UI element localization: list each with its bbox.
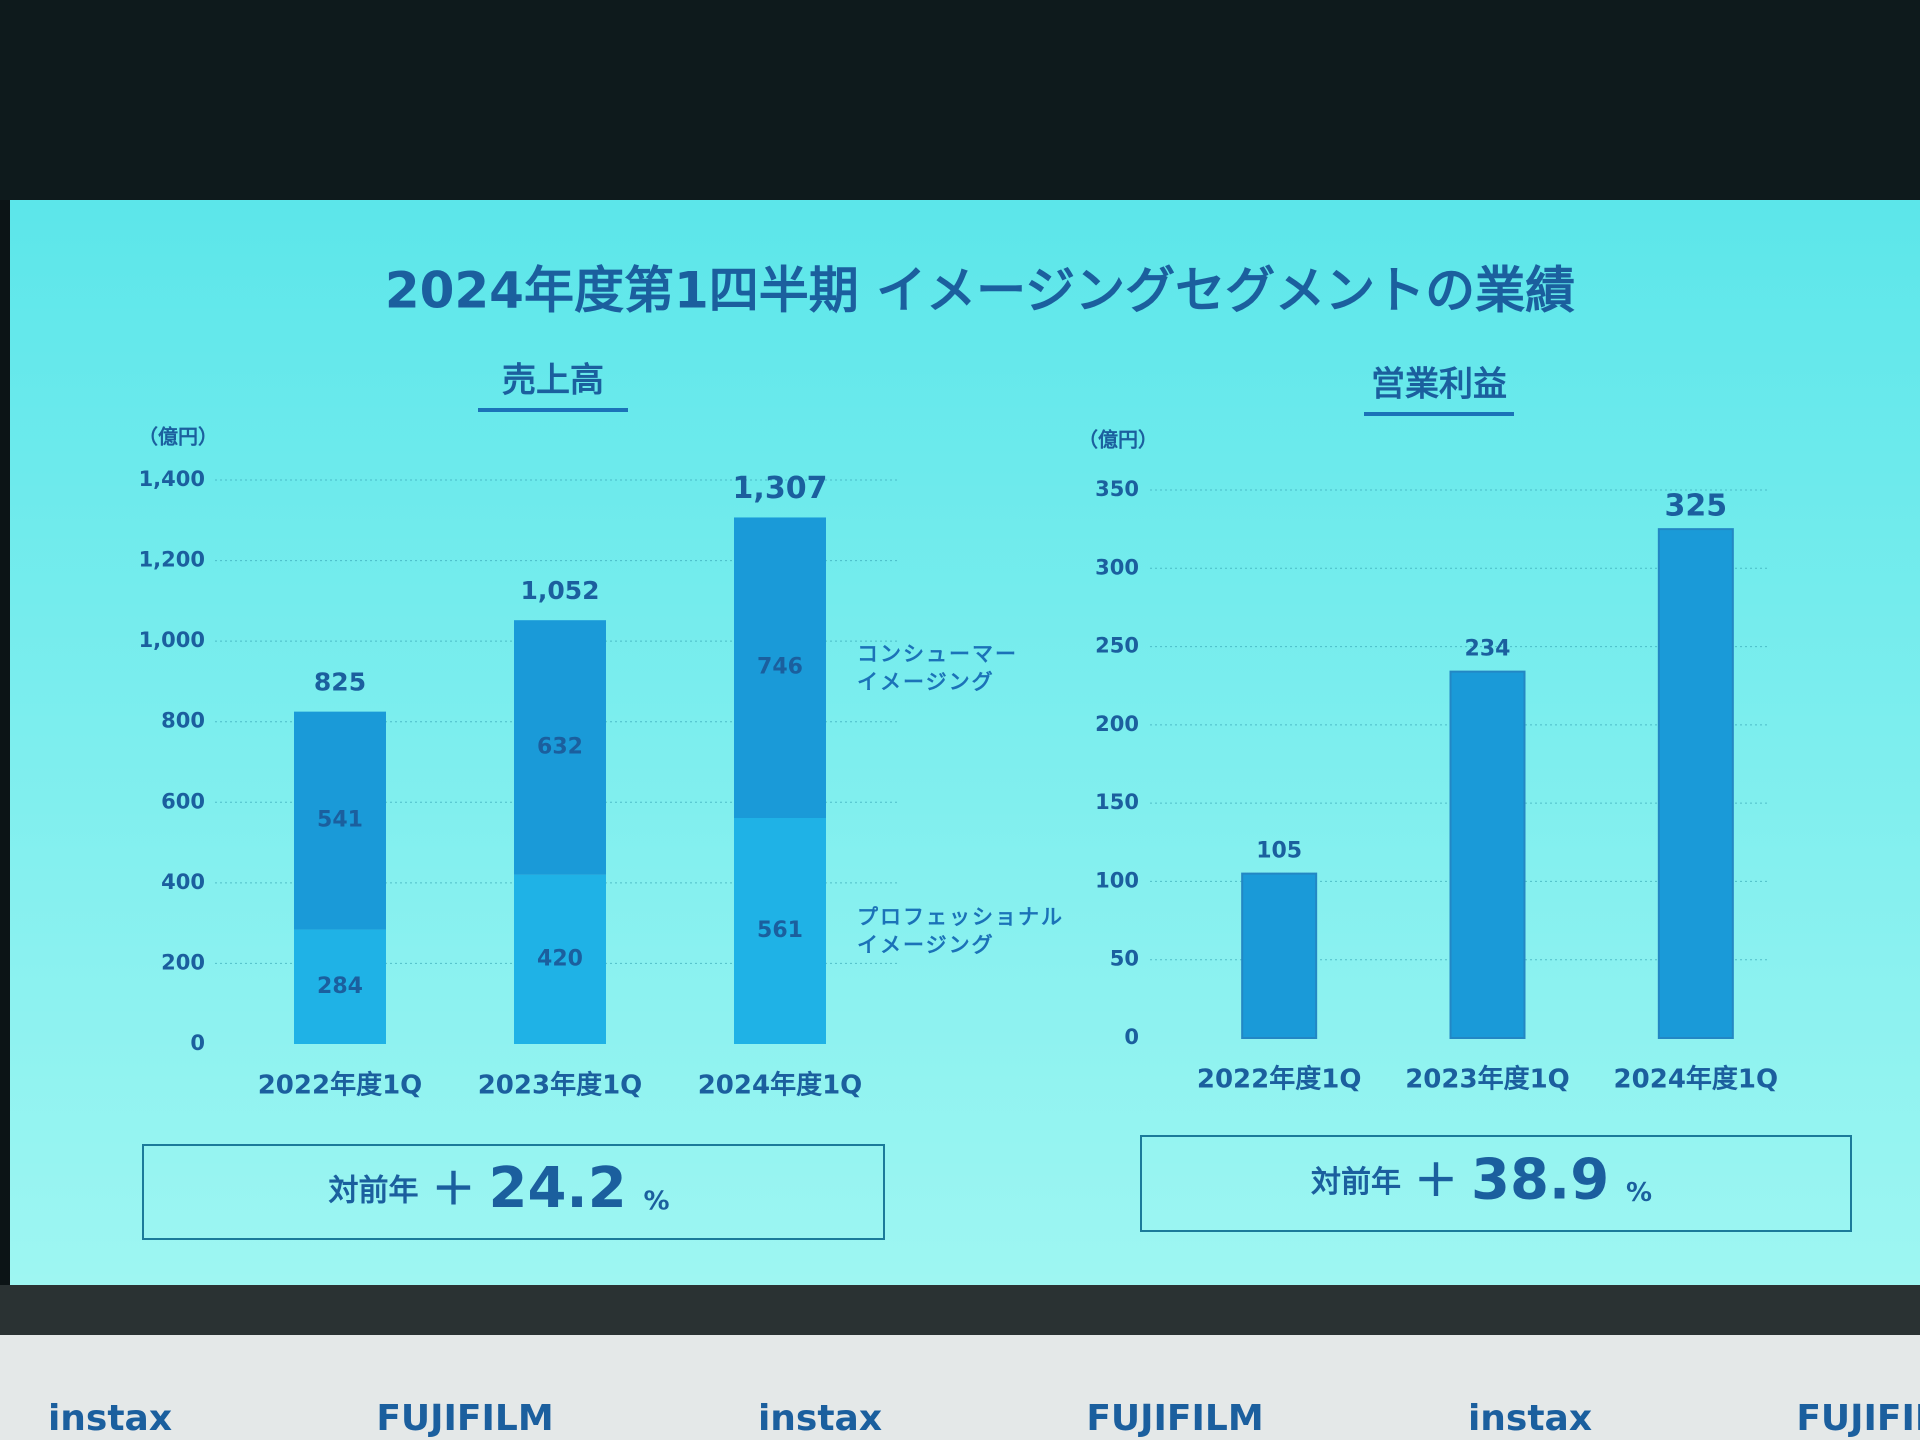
x-tick-label: 2024年度1Q bbox=[698, 1070, 863, 1101]
y-tick-label: 1,400 bbox=[139, 467, 205, 491]
bar bbox=[1241, 872, 1318, 1039]
value-label: 234 bbox=[1465, 637, 1511, 662]
y-tick-label: 800 bbox=[161, 709, 205, 733]
y-tick-label: 150 bbox=[1095, 790, 1139, 814]
yoy-box bbox=[1140, 1135, 1852, 1232]
x-tick-label: 2022年度1Q bbox=[1197, 1064, 1362, 1095]
yoy-value: 24.2 bbox=[489, 1156, 627, 1221]
legend-entry: コンシューマー イメージング bbox=[857, 641, 1018, 694]
legend-entry: プロフェッショナル イメージング bbox=[857, 904, 1064, 957]
yoy-unit: % bbox=[644, 1187, 670, 1217]
x-tick-label: 2022年度1Q bbox=[258, 1070, 423, 1101]
yoy-box bbox=[142, 1144, 885, 1240]
y-tick-label: 1,000 bbox=[139, 628, 205, 652]
total-label: 825 bbox=[314, 668, 366, 697]
bar-segment bbox=[514, 874, 606, 1044]
segment-label: 746 bbox=[757, 655, 803, 680]
segment-label: 284 bbox=[317, 974, 363, 999]
chart-title: 営業利益 bbox=[1371, 365, 1507, 405]
yoy-unit: % bbox=[1626, 1178, 1652, 1208]
segment-label: 420 bbox=[537, 946, 583, 971]
y-tick-label: 0 bbox=[1124, 1025, 1139, 1049]
x-tick-label: 2024年度1Q bbox=[1614, 1064, 1779, 1095]
y-axis-label: （億円） bbox=[1078, 428, 1158, 452]
segment-label: 541 bbox=[317, 808, 363, 833]
yoy-text: 対前年 bbox=[1311, 1165, 1401, 1200]
yoy-sign: ＋ bbox=[1414, 1156, 1458, 1207]
footer-logo: instax bbox=[758, 1398, 882, 1439]
y-tick-label: 250 bbox=[1095, 634, 1139, 658]
y-tick-label: 200 bbox=[161, 950, 205, 974]
slide-title: 2024年度第1四半期 イメージングセグメントの業績 bbox=[385, 262, 1575, 320]
y-tick-label: 350 bbox=[1095, 477, 1139, 501]
y-tick-label: 200 bbox=[1095, 712, 1139, 736]
y-tick-label: 100 bbox=[1095, 868, 1139, 892]
y-axis-label: （億円） bbox=[138, 425, 218, 449]
stage-edge bbox=[0, 1285, 1920, 1335]
y-tick-label: 400 bbox=[161, 870, 205, 894]
value-label: 325 bbox=[1665, 489, 1728, 524]
x-tick-label: 2023年度1Q bbox=[1405, 1064, 1570, 1095]
bar bbox=[1657, 528, 1734, 1040]
yoy-value: 38.9 bbox=[1471, 1148, 1609, 1213]
bar-segment bbox=[734, 517, 826, 818]
footer-logo: instax bbox=[48, 1398, 172, 1439]
yoy-text: 対前年 bbox=[329, 1174, 419, 1209]
bar-segment bbox=[734, 817, 826, 1044]
segment-label: 561 bbox=[757, 918, 803, 943]
value-label: 105 bbox=[1256, 839, 1302, 864]
yoy-sign: ＋ bbox=[432, 1164, 476, 1215]
y-tick-label: 50 bbox=[1110, 947, 1139, 971]
y-tick-label: 0 bbox=[190, 1031, 205, 1055]
total-label: 1,052 bbox=[520, 576, 599, 605]
bar-segment bbox=[294, 711, 386, 930]
total-label: 1,307 bbox=[733, 471, 828, 506]
x-tick-label: 2023年度1Q bbox=[478, 1070, 643, 1101]
footer-logo: FUJIFILM bbox=[1086, 1398, 1263, 1439]
bar bbox=[1449, 670, 1526, 1039]
y-tick-label: 1,200 bbox=[139, 548, 205, 572]
bar-segment bbox=[514, 620, 606, 875]
backdrop bbox=[0, 1335, 1920, 1440]
ceiling bbox=[0, 0, 1920, 200]
footer-logo: instax bbox=[1468, 1398, 1592, 1439]
chart-title: 売上高 bbox=[502, 361, 604, 401]
y-tick-label: 300 bbox=[1095, 555, 1139, 579]
footer-logo: FUJIFILM bbox=[1796, 1398, 1920, 1439]
segment-label: 632 bbox=[537, 734, 583, 759]
bar-segment bbox=[294, 929, 386, 1044]
y-tick-label: 600 bbox=[161, 789, 205, 813]
footer-logo: FUJIFILM bbox=[376, 1398, 553, 1439]
